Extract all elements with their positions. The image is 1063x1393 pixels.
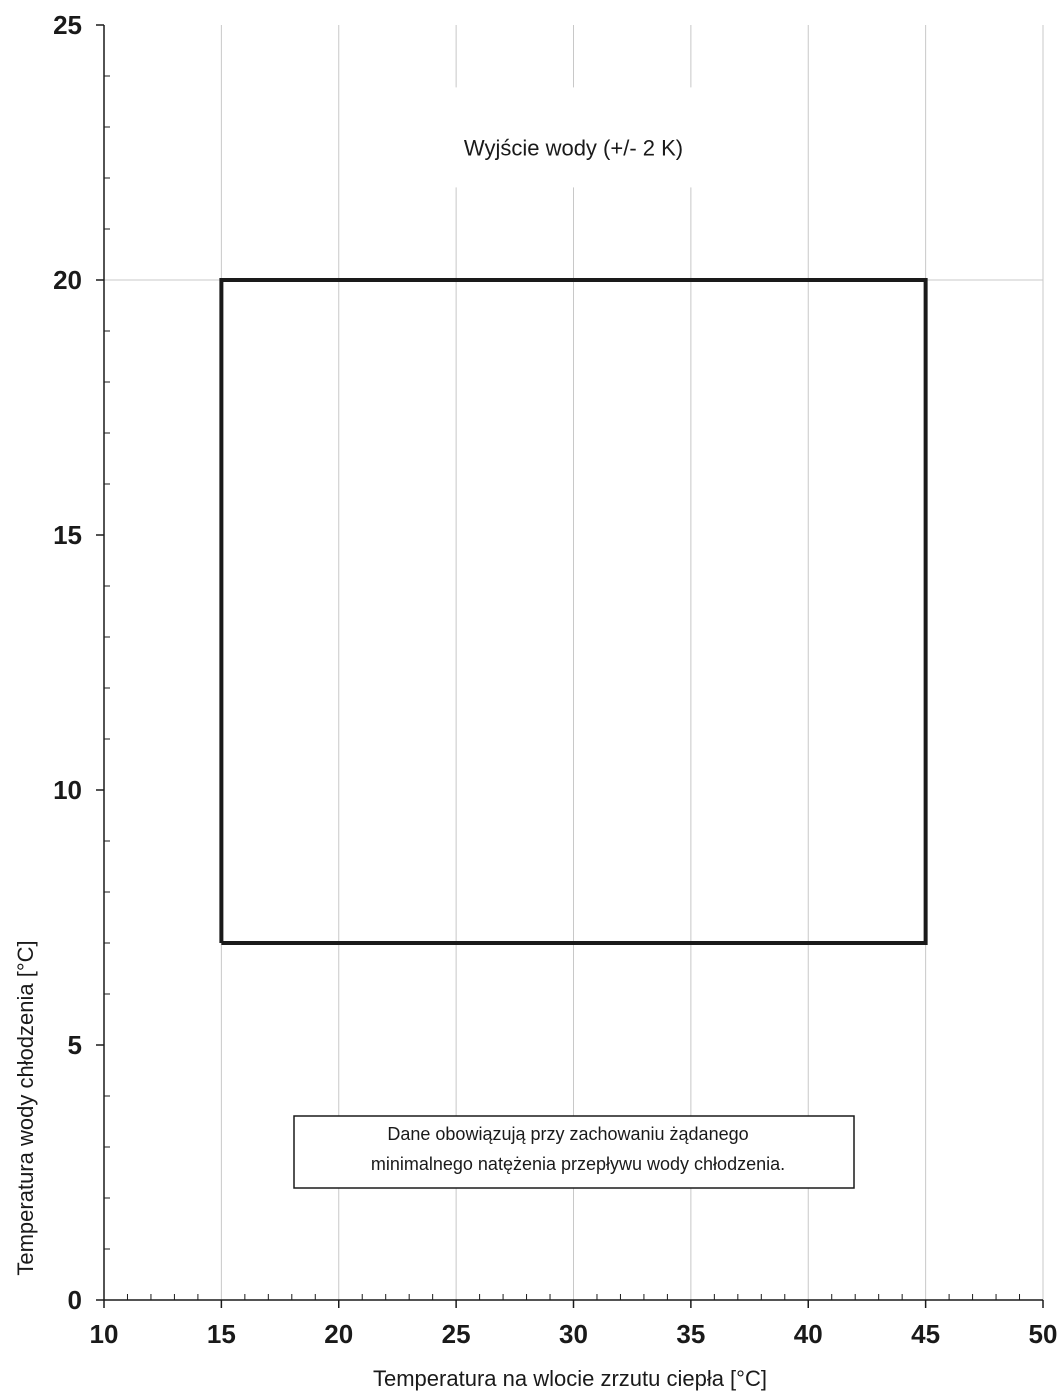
minor-ticks (104, 75, 1021, 1300)
x-axis-label: Temperatura na wlocie zrzutu ciepła [°C] (373, 1366, 767, 1391)
grid-lines (104, 25, 1044, 1300)
x-tick-label: 15 (207, 1319, 236, 1349)
x-tick-label: 35 (676, 1319, 705, 1349)
note-line-1: Dane obowiązują przy zachowaniu żądanego (387, 1124, 748, 1144)
x-tick-label: 30 (559, 1319, 588, 1349)
note-line-2: minimalnego natężenia przepływu wody chł… (371, 1154, 785, 1174)
axes (96, 24, 1044, 1308)
annotation-text-0: Wyjście wody (+/- 2 K) (464, 135, 683, 160)
annotation-bg-0 (433, 87, 714, 188)
y-tick-label: 10 (53, 775, 82, 805)
x-tick-label: 50 (1029, 1319, 1058, 1349)
y-tick-label: 15 (53, 520, 82, 550)
tick-labels: 0 5 10 15 20 25 10 15 20 25 30 35 40 45 50 (53, 10, 1057, 1349)
x-tick-label: 45 (911, 1319, 940, 1349)
x-tick-label: 20 (324, 1319, 353, 1349)
y-axis-label: Temperatura wody chłodzenia [°C] (13, 940, 38, 1275)
y-tick-label: 5 (68, 1030, 82, 1060)
annotations: Wyjście wody (+/- 2 K) (433, 87, 714, 188)
envelope-line-0 (219, 278, 928, 945)
y-tick-label: 20 (53, 265, 82, 295)
series-group (219, 278, 928, 945)
y-tick-label: 0 (68, 1285, 82, 1315)
note-box-frame (293, 1115, 855, 1189)
y-tick-label: 25 (53, 10, 82, 40)
x-tick-label: 40 (794, 1319, 823, 1349)
x-tick-label: 25 (442, 1319, 471, 1349)
note-box: Dane obowiązują przy zachowaniu żądanego… (293, 1115, 855, 1189)
x-tick-label: 10 (90, 1319, 119, 1349)
